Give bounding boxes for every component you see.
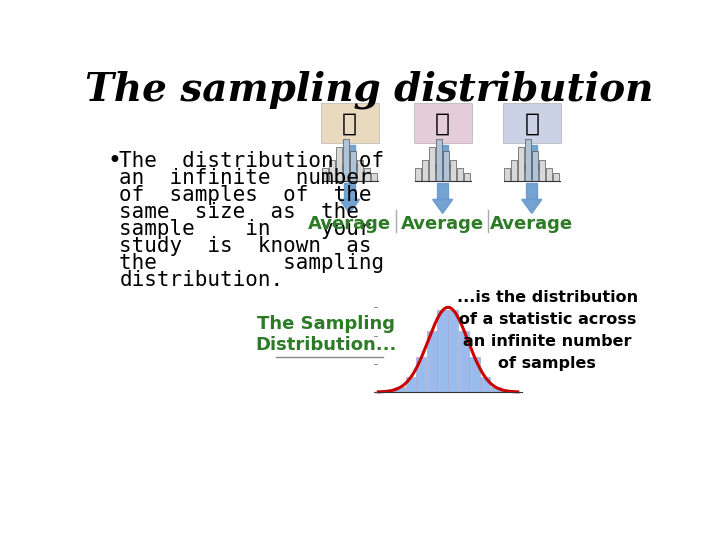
Text: The Sampling
Distribution...: The Sampling Distribution... [256, 315, 397, 354]
Text: study  is  known  as: study is known as [120, 236, 372, 256]
FancyBboxPatch shape [504, 168, 510, 181]
FancyBboxPatch shape [384, 391, 395, 392]
FancyBboxPatch shape [371, 173, 377, 181]
FancyBboxPatch shape [364, 168, 370, 181]
FancyBboxPatch shape [469, 357, 480, 392]
Polygon shape [433, 165, 453, 179]
FancyBboxPatch shape [443, 151, 449, 181]
Text: of  samples  of  the: of samples of the [120, 185, 372, 205]
FancyBboxPatch shape [546, 168, 552, 181]
Polygon shape [340, 199, 360, 213]
FancyBboxPatch shape [416, 357, 426, 392]
FancyBboxPatch shape [427, 330, 437, 392]
FancyBboxPatch shape [456, 168, 463, 181]
Text: •: • [107, 149, 121, 173]
FancyBboxPatch shape [448, 310, 459, 392]
Text: 👥: 👥 [524, 111, 539, 136]
Text: an  infinite  number: an infinite number [120, 168, 372, 188]
Polygon shape [433, 199, 453, 213]
FancyBboxPatch shape [464, 173, 469, 181]
FancyBboxPatch shape [413, 103, 472, 143]
FancyBboxPatch shape [336, 147, 342, 181]
Text: same  size  as  the: same size as the [120, 202, 359, 222]
FancyBboxPatch shape [438, 310, 448, 392]
Text: ...is the distribution
of a statistic across
an infinite number
of samples: ...is the distribution of a statistic ac… [456, 289, 638, 372]
FancyBboxPatch shape [503, 103, 561, 143]
Polygon shape [522, 165, 542, 179]
Text: the          sampling: the sampling [120, 253, 384, 273]
FancyBboxPatch shape [428, 147, 435, 181]
FancyBboxPatch shape [329, 160, 335, 181]
FancyBboxPatch shape [553, 173, 559, 181]
Text: sample    in    your: sample in your [120, 219, 372, 239]
FancyBboxPatch shape [322, 168, 328, 181]
FancyBboxPatch shape [422, 160, 428, 181]
Text: 👥: 👥 [435, 111, 450, 136]
Polygon shape [522, 199, 542, 213]
Text: The  distribution  of: The distribution of [120, 151, 384, 171]
FancyBboxPatch shape [436, 139, 442, 181]
Text: distribution.: distribution. [120, 269, 284, 289]
FancyBboxPatch shape [510, 160, 517, 181]
Text: Average: Average [490, 215, 573, 233]
FancyBboxPatch shape [539, 160, 545, 181]
FancyBboxPatch shape [449, 160, 456, 181]
Text: 👥: 👥 [342, 111, 357, 136]
FancyBboxPatch shape [350, 151, 356, 181]
Text: Average: Average [308, 215, 391, 233]
Polygon shape [340, 165, 360, 179]
FancyBboxPatch shape [518, 147, 524, 181]
FancyBboxPatch shape [343, 139, 349, 181]
FancyBboxPatch shape [532, 151, 538, 181]
FancyBboxPatch shape [405, 377, 415, 392]
FancyBboxPatch shape [395, 387, 405, 392]
FancyBboxPatch shape [459, 330, 469, 392]
FancyBboxPatch shape [490, 387, 501, 392]
FancyBboxPatch shape [356, 160, 363, 181]
FancyBboxPatch shape [501, 391, 511, 392]
Text: The sampling distribution: The sampling distribution [85, 70, 653, 109]
Text: Average: Average [401, 215, 484, 233]
FancyBboxPatch shape [480, 377, 490, 392]
FancyBboxPatch shape [525, 139, 531, 181]
FancyBboxPatch shape [320, 103, 379, 143]
FancyBboxPatch shape [415, 168, 421, 181]
